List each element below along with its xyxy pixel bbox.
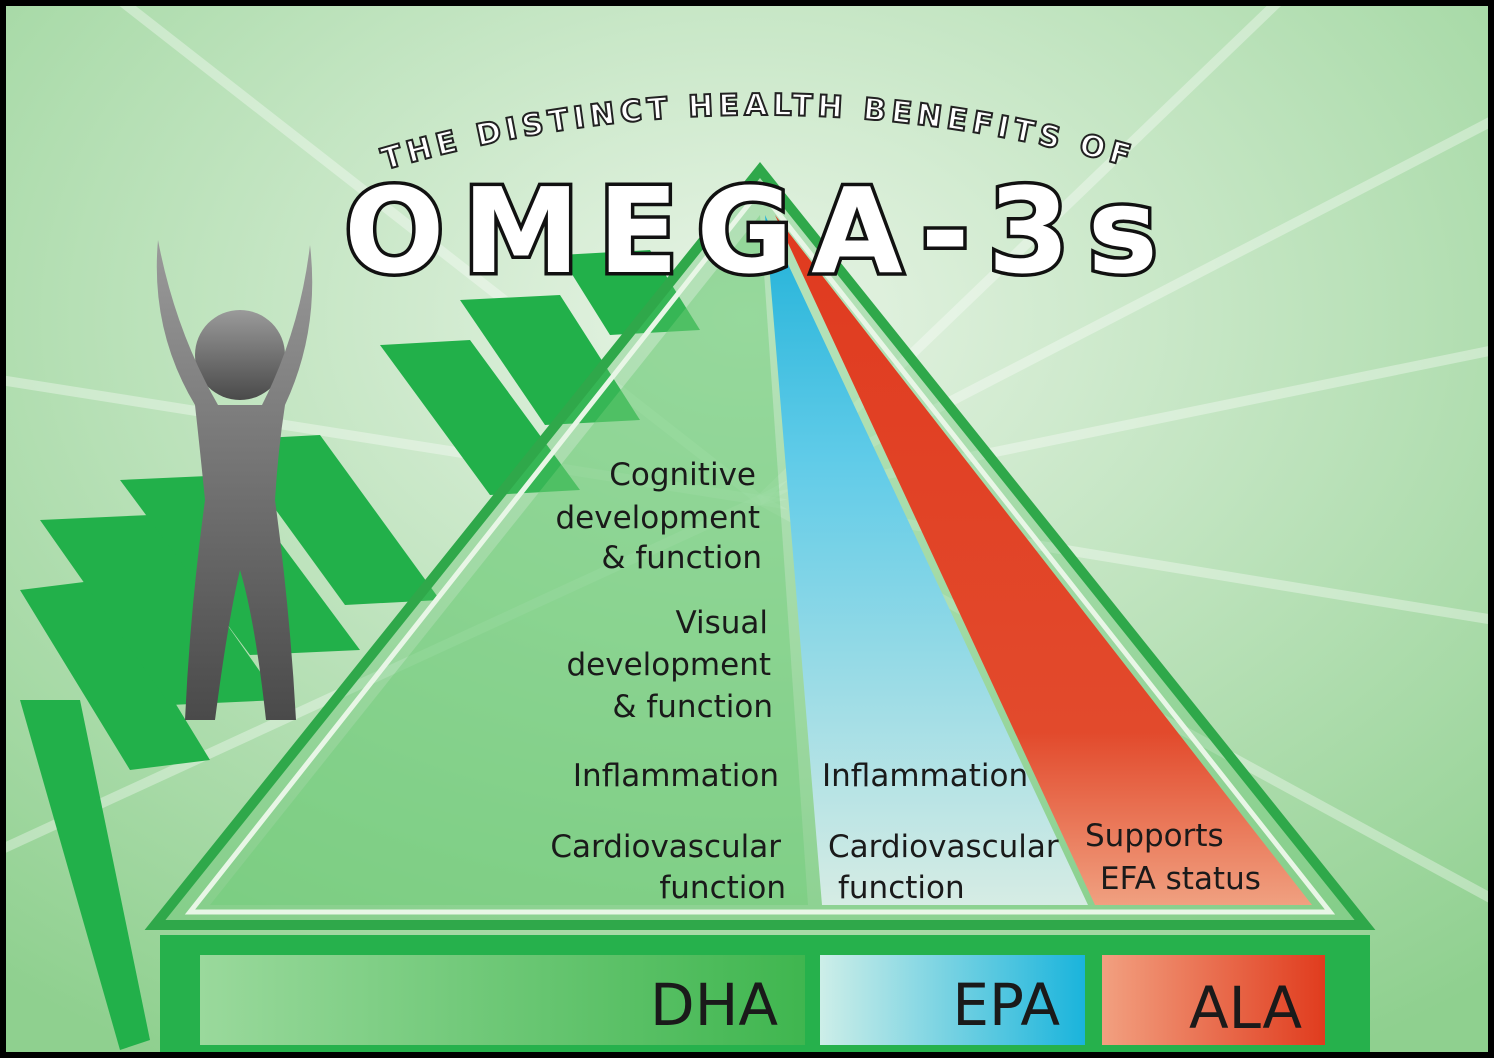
- benefit: function: [659, 870, 786, 906]
- benefit: & function: [612, 689, 773, 725]
- benefit: & function: [601, 540, 762, 576]
- benefit: Cardiovascular: [828, 829, 1059, 865]
- benefit: Inflammation: [573, 758, 779, 794]
- benefit: function: [838, 870, 965, 906]
- column-label: ALA: [1189, 974, 1302, 1042]
- infographic: DHA EPA ALA THE DISTINCT HEALTH BENEFITS…: [0, 0, 1494, 1058]
- benefit: development: [567, 647, 772, 683]
- benefit: Visual: [675, 605, 768, 641]
- column-label: EPA: [952, 971, 1060, 1039]
- benefit: Inflammation: [822, 758, 1028, 794]
- benefit: EFA status: [1100, 861, 1261, 897]
- benefit: Cognitive: [609, 457, 756, 493]
- dha-benefits: Cognitive development & function Visual …: [550, 457, 786, 906]
- benefit: Supports: [1085, 818, 1224, 854]
- benefit: Cardiovascular: [550, 829, 781, 865]
- title: OMEGA-3s: [344, 162, 1176, 300]
- benefit: development: [556, 500, 761, 536]
- page: DHA EPA ALA THE DISTINCT HEALTH BENEFITS…: [0, 0, 1494, 1058]
- column-label: DHA: [650, 971, 778, 1039]
